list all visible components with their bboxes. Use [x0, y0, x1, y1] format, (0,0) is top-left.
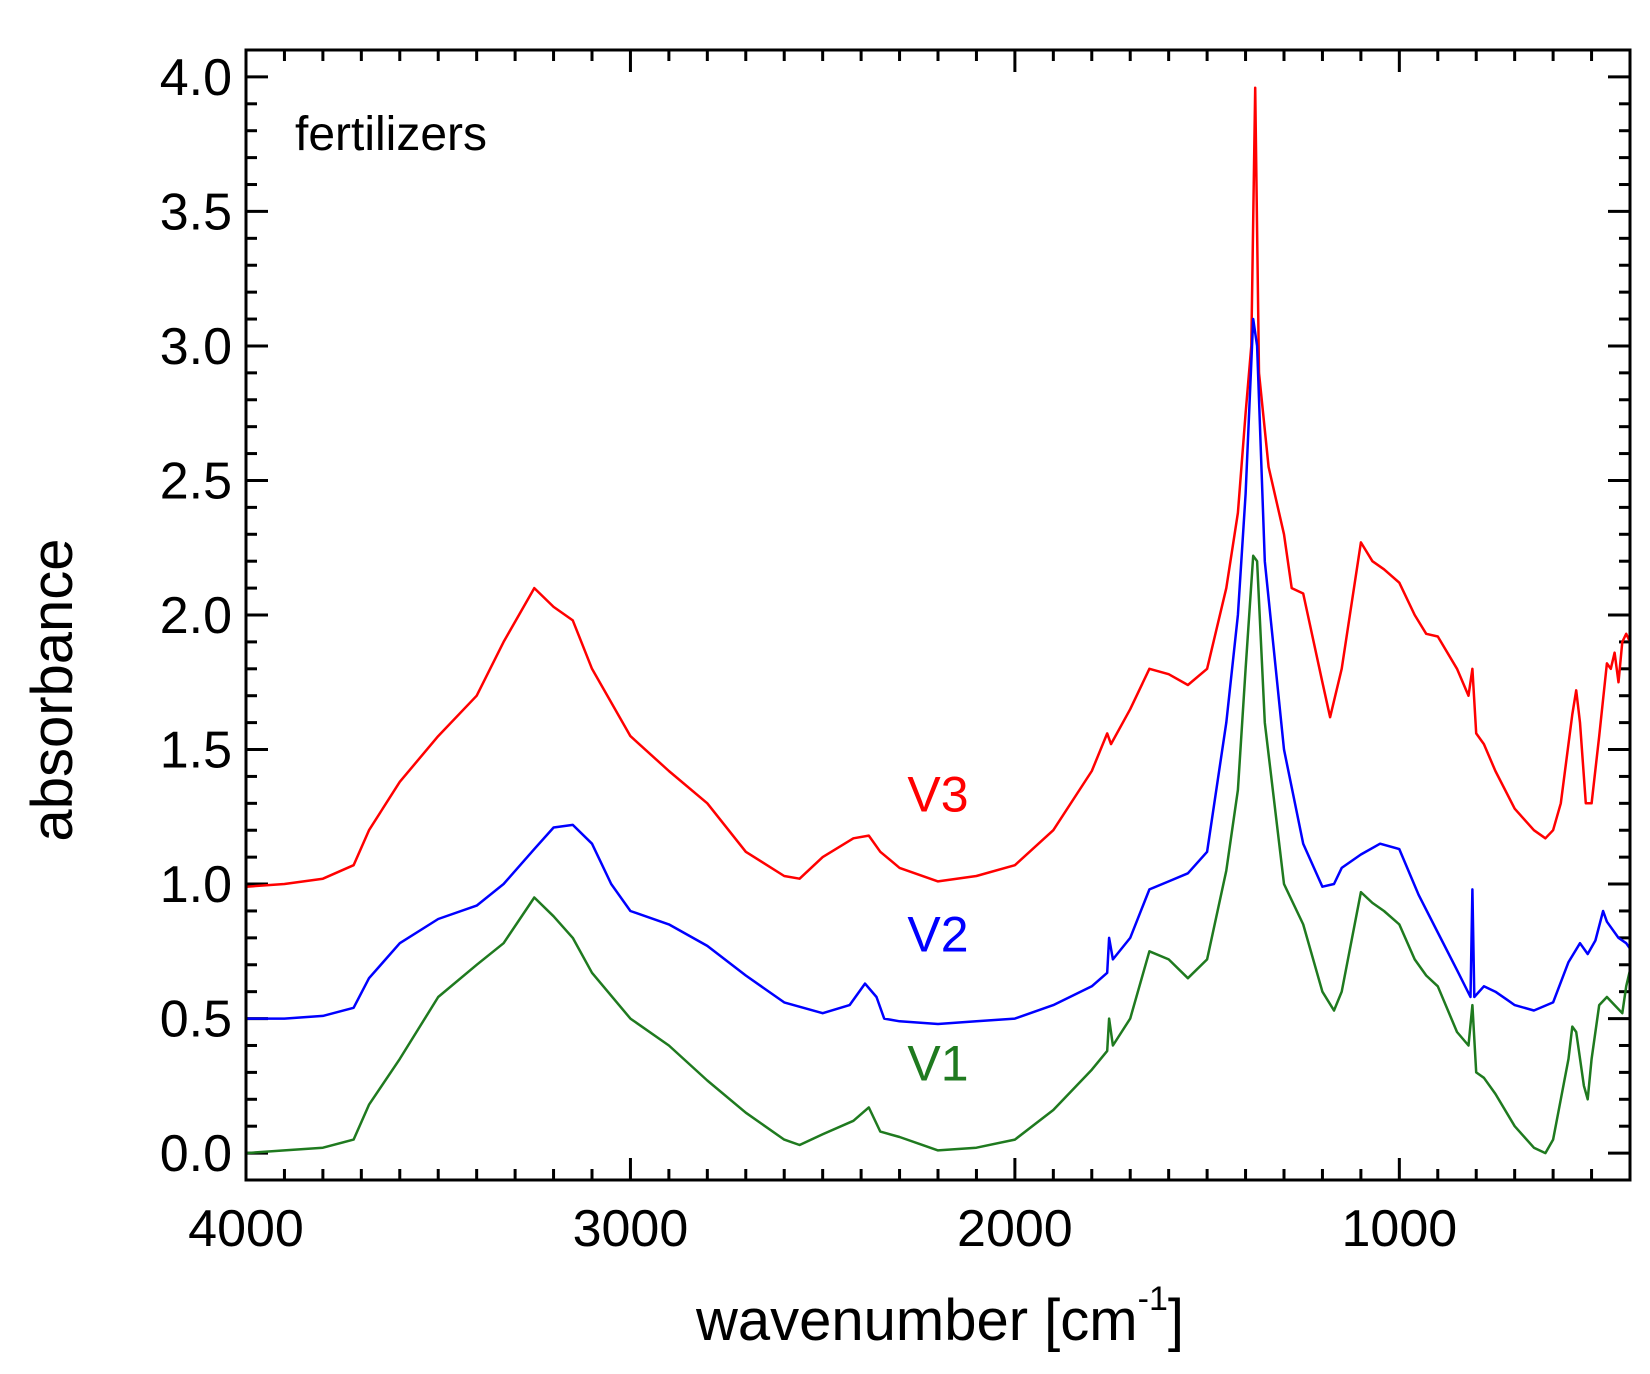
- y-tick-label: 3.0: [160, 318, 232, 376]
- y-tick-label: 1.5: [160, 722, 232, 780]
- x-axis-title-main: wavenumber [cm: [695, 1288, 1138, 1353]
- series-layer: V3 V2 V1: [245, 86, 1632, 1155]
- series-line-v1: [245, 554, 1632, 1155]
- tick-labels: 4000 3000 2000 1000 0.0 0.5 1.0 1.5 2.0 2.5 3.0 3.5…: [160, 49, 1457, 1258]
- plot-frame: [244, 48, 1632, 1182]
- x-axis-title-close: ]: [1168, 1288, 1184, 1353]
- y-tick-label: 2.5: [160, 452, 232, 510]
- x-tick-label: 2000: [957, 1200, 1073, 1258]
- tick-marks: [244, 50, 1632, 1180]
- series-label-v1: V1: [907, 1035, 968, 1091]
- y-axis-title: absorbance: [20, 538, 85, 841]
- x-tick-label: 1000: [1341, 1200, 1457, 1258]
- fertilizers-annotation: fertilizers: [295, 108, 487, 161]
- y-tick-label: 3.5: [160, 183, 232, 241]
- series-line-v2: [246, 317, 1632, 1026]
- series-label-v3: V3: [907, 766, 968, 822]
- series-label-v2: V2: [907, 906, 968, 962]
- x-axis-title: wavenumber [cm-1]: [695, 1280, 1184, 1353]
- y-tick-label: 1.0: [160, 856, 232, 914]
- x-tick-label: 3000: [573, 1200, 689, 1258]
- y-tick-label: 4.0: [160, 49, 232, 107]
- x-axis-title-superscript: -1: [1138, 1280, 1168, 1318]
- x-tick-label: 4000: [188, 1200, 304, 1258]
- y-tick-label: 0.0: [160, 1125, 232, 1183]
- series-line-v3: [245, 86, 1632, 888]
- y-tick-label: 0.5: [160, 991, 232, 1049]
- y-tick-label: 2.0: [160, 587, 232, 645]
